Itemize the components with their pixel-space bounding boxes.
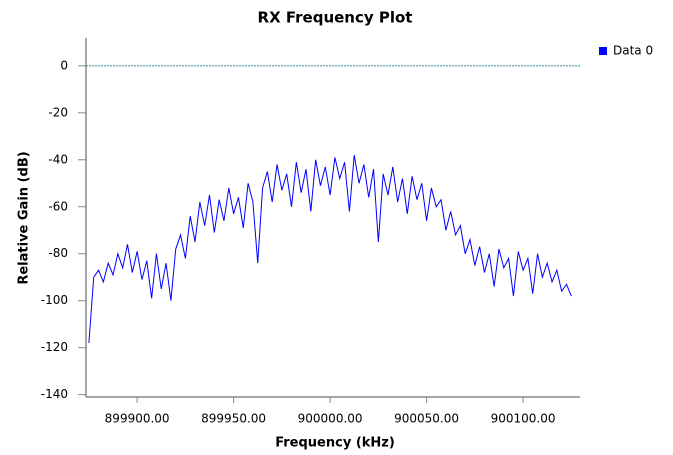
- y-tick-label: -140: [41, 387, 68, 401]
- y-tick-label: -80: [48, 246, 68, 260]
- y-tick-label: -100: [41, 293, 68, 307]
- data-line: [88, 155, 572, 344]
- legend-label: Data 0: [613, 44, 653, 58]
- y-axis-label: Relative Gain (dB): [17, 151, 32, 284]
- x-tick-label: 900050.00: [394, 412, 459, 426]
- x-tick-label: 900000.00: [298, 412, 363, 426]
- x-tick-label: 899950.00: [201, 412, 266, 426]
- y-tick-label: -40: [48, 152, 68, 166]
- y-tick-label: -20: [48, 105, 68, 119]
- x-tick-label: 900100.00: [491, 412, 556, 426]
- y-tick-label: 0: [60, 58, 68, 72]
- y-tick-label: -60: [48, 199, 68, 213]
- x-tick-label: 899900.00: [105, 412, 170, 426]
- chart-title: RX Frequency Plot: [258, 9, 413, 27]
- x-axis-label: Frequency (kHz): [275, 436, 395, 451]
- legend-swatch: [599, 47, 607, 55]
- y-tick-label: -120: [41, 340, 68, 354]
